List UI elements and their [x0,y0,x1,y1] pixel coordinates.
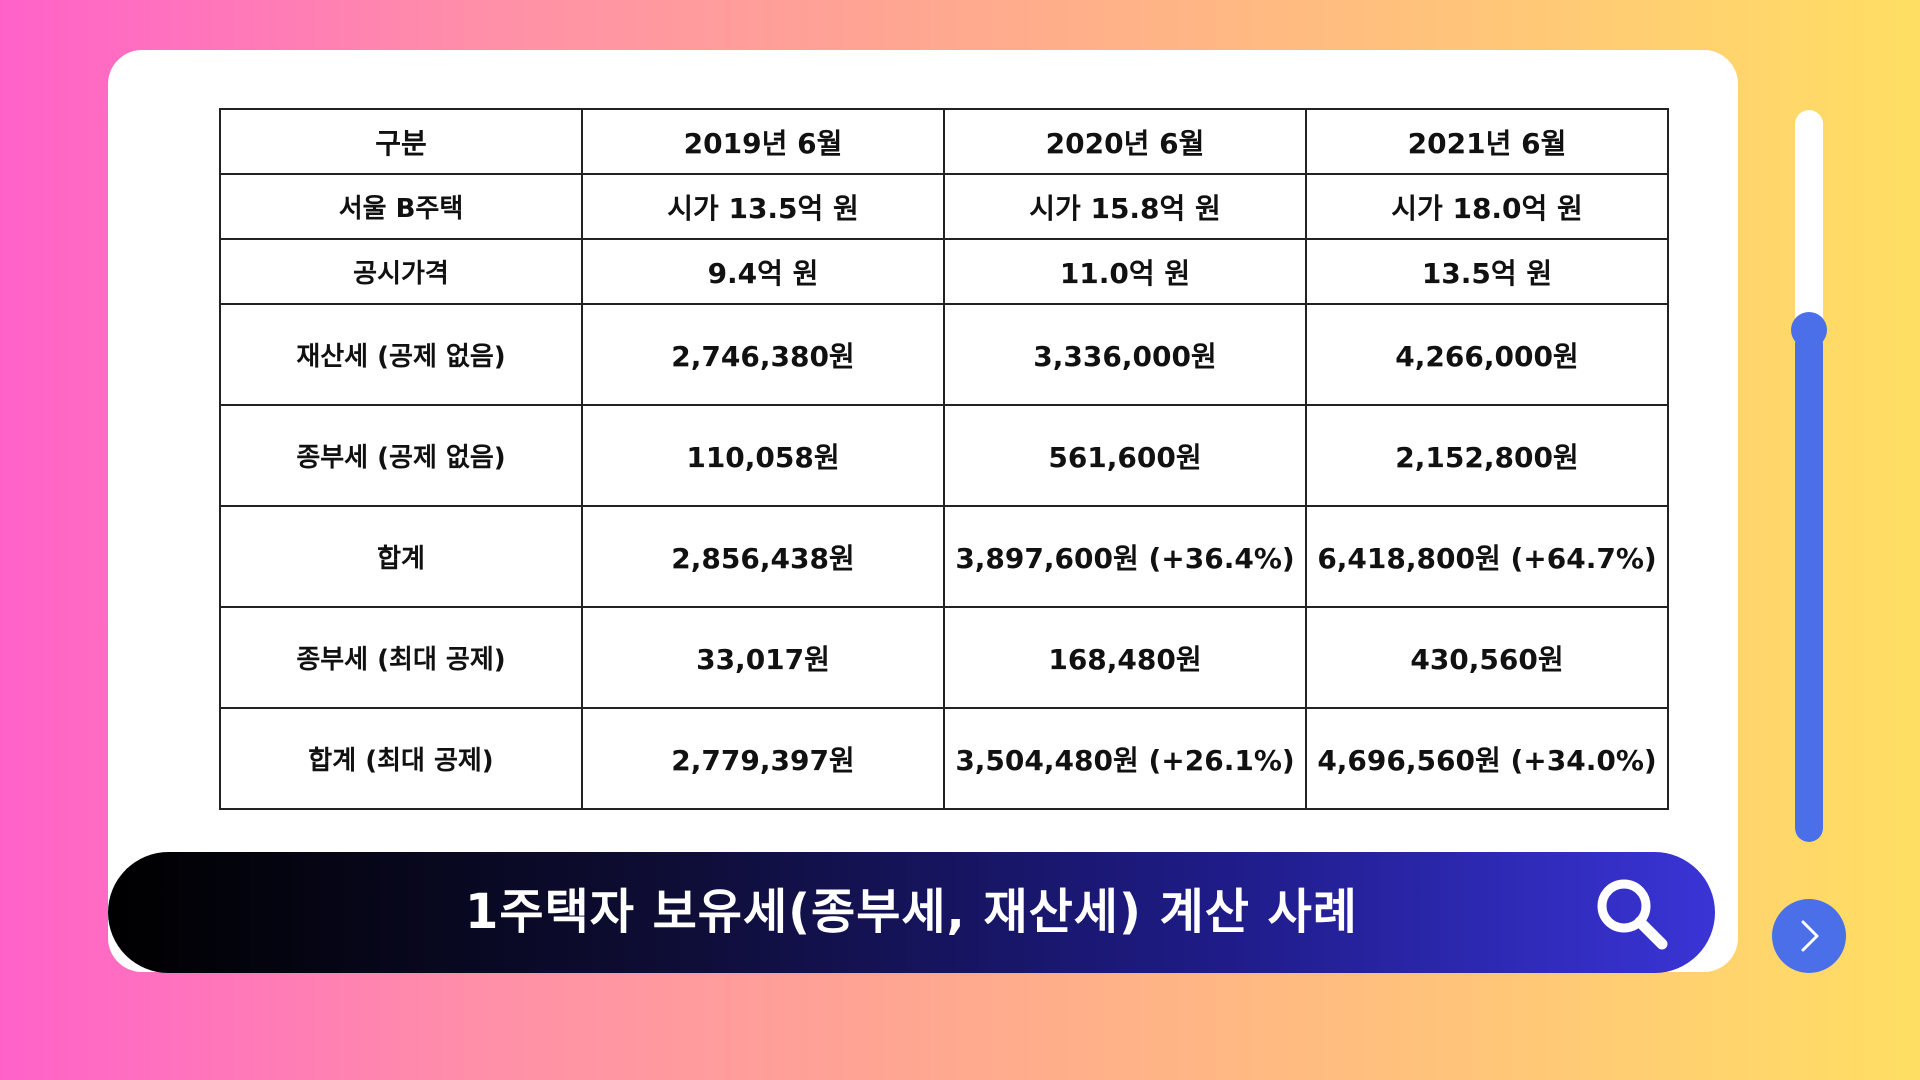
row-label: 합계 (최대 공제) [219,707,583,810]
table-cell: 6,418,800원 (+64.7%) [1305,505,1669,608]
table-cell: 2,746,380원 [581,303,945,406]
vertical-slider-fill [1795,330,1823,842]
row-label: 종부세 (최대 공제) [219,606,583,709]
header-cell-category: 구분 [219,108,583,175]
table-cell: 430,560원 [1305,606,1669,709]
table-row: 공시가격 9.4억 원 11.0억 원 13.5억 원 [219,238,1669,305]
table-cell: 3,504,480원 (+26.1%) [943,707,1307,810]
table-cell: 시가 13.5억 원 [581,173,945,240]
header-cell-2020: 2020년 6월 [943,108,1307,175]
header-cell-2019: 2019년 6월 [581,108,945,175]
table-cell: 13.5억 원 [1305,238,1669,305]
search-icon[interactable] [1592,874,1672,954]
row-label: 공시가격 [219,238,583,305]
vertical-slider-track[interactable] [1791,110,1827,842]
next-button[interactable] [1772,899,1846,973]
table-cell: 시가 15.8억 원 [943,173,1307,240]
table-cell: 2,856,438원 [581,505,945,608]
table-cell: 110,058원 [581,404,945,507]
table-row: 서울 B주택 시가 13.5억 원 시가 15.8억 원 시가 18.0억 원 [219,173,1669,240]
table-header-row: 구분 2019년 6월 2020년 6월 2021년 6월 [219,108,1669,175]
row-label: 합계 [219,505,583,608]
table-cell: 3,897,600원 (+36.4%) [943,505,1307,608]
table-cell: 561,600원 [943,404,1307,507]
table-row: 합계 2,856,438원 3,897,600원 (+36.4%) 6,418,… [219,505,1669,608]
table-row: 종부세 (공제 없음) 110,058원 561,600원 2,152,800원 [219,404,1669,507]
page-title: 1주택자 보유세(종부세, 재산세) 계산 사례 [465,884,1358,940]
table-cell: 2,152,800원 [1305,404,1669,507]
table-cell: 168,480원 [943,606,1307,709]
table-row: 재산세 (공제 없음) 2,746,380원 3,336,000원 4,266,… [219,303,1669,406]
table-cell: 3,336,000원 [943,303,1307,406]
table-cell: 33,017원 [581,606,945,709]
table-cell: 4,266,000원 [1305,303,1669,406]
row-label: 종부세 (공제 없음) [219,404,583,507]
title-bar: 1주택자 보유세(종부세, 재산세) 계산 사례 [108,852,1715,973]
row-label: 서울 B주택 [219,173,583,240]
table-cell: 9.4억 원 [581,238,945,305]
chevron-right-icon [1801,920,1819,952]
tax-table-container: 구분 2019년 6월 2020년 6월 2021년 6월 서울 B주택 시가 … [219,108,1669,810]
table-row: 종부세 (최대 공제) 33,017원 168,480원 430,560원 [219,606,1669,709]
table-cell: 4,696,560원 (+34.0%) [1305,707,1669,810]
tax-table: 구분 2019년 6월 2020년 6월 2021년 6월 서울 B주택 시가 … [219,108,1669,810]
row-label: 재산세 (공제 없음) [219,303,583,406]
header-cell-2021: 2021년 6월 [1305,108,1669,175]
table-cell: 시가 18.0억 원 [1305,173,1669,240]
table-row: 합계 (최대 공제) 2,779,397원 3,504,480원 (+26.1%… [219,707,1669,810]
table-cell: 2,779,397원 [581,707,945,810]
table-cell: 11.0억 원 [943,238,1307,305]
vertical-slider-handle[interactable] [1791,312,1827,348]
